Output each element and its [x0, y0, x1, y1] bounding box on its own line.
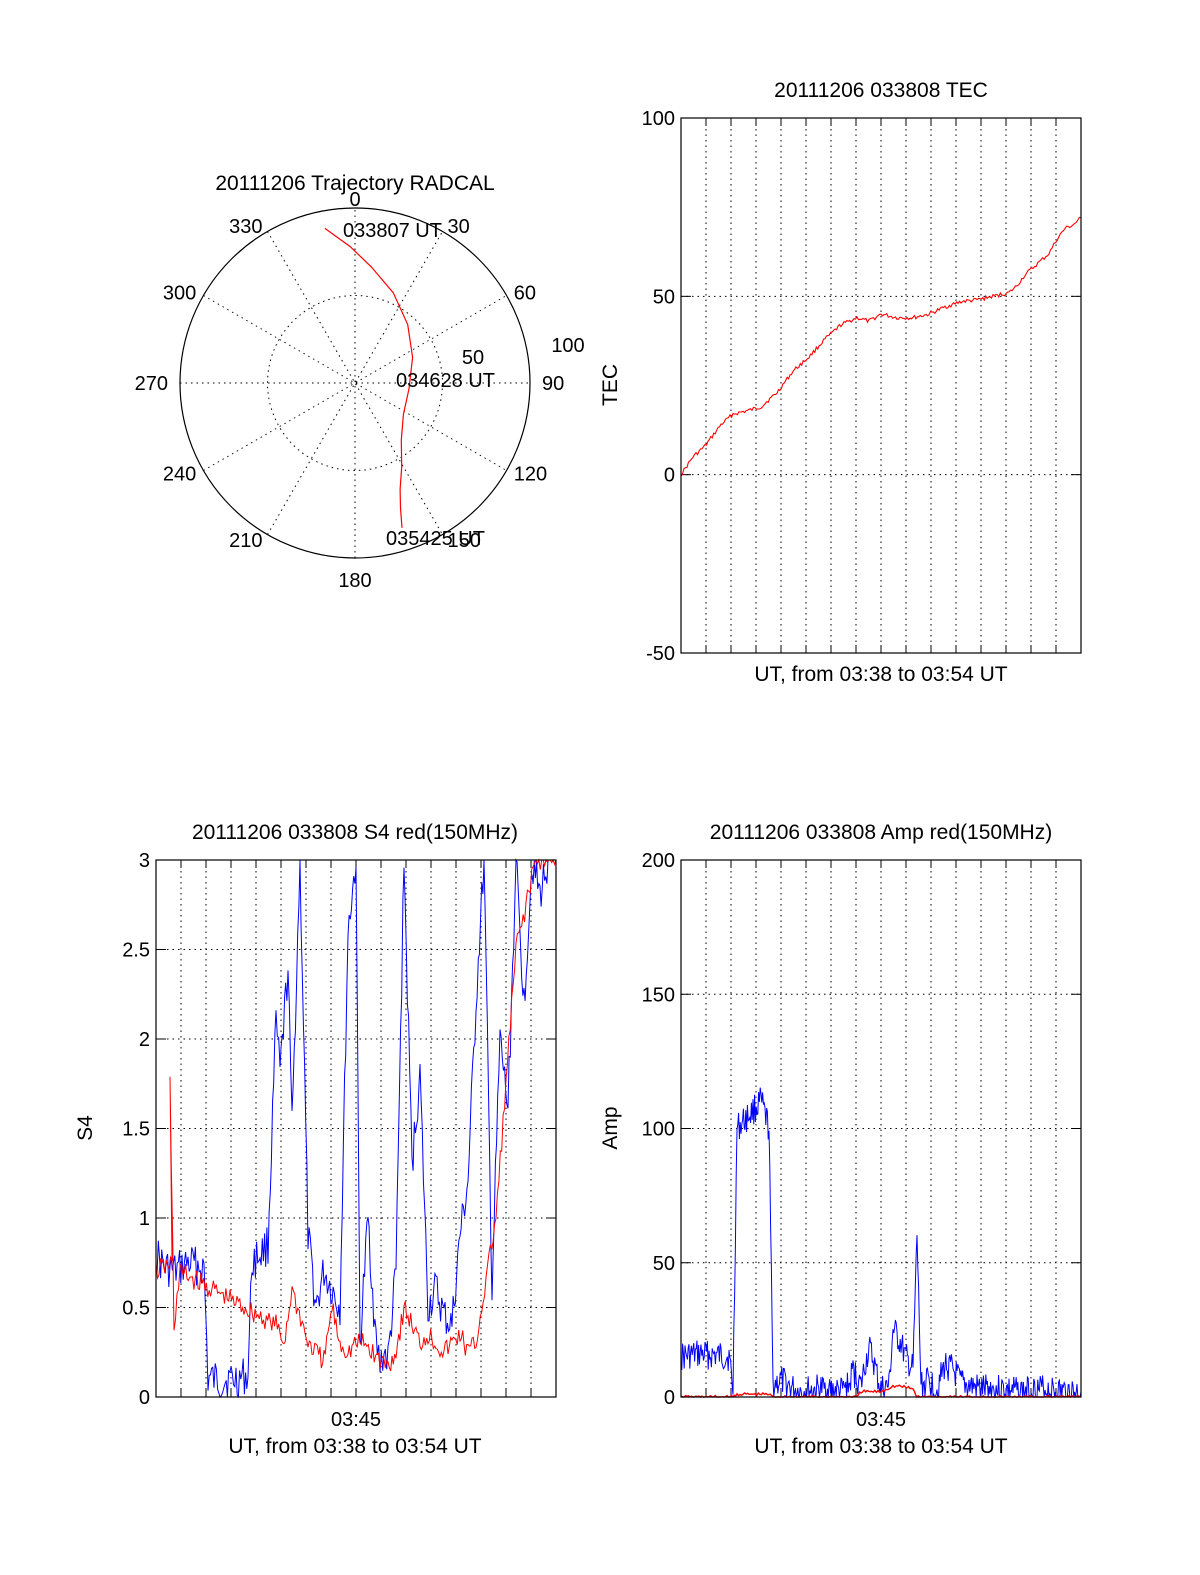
y-tick-label: 1 [139, 1208, 150, 1230]
trajectory-mid-label: 034628 UT [396, 370, 495, 392]
x-tick-label: 03:45 [856, 1409, 906, 1431]
polar-spoke-30 [267, 231, 443, 535]
y-tick-label: 3 [139, 850, 150, 872]
s4-plot-frame [155, 859, 557, 1398]
polar-angle-labels: 0 30 60 90 120 150 180 210 240 270 300 330 [135, 189, 565, 592]
trajectory-line [324, 227, 414, 528]
tec-vertical-grid [705, 118, 1057, 653]
y-tick-label: 0 [139, 1387, 150, 1409]
tec-title: 20111206 033808 TEC [774, 79, 988, 102]
s4-x-label: UT, from 03:38 to 03:54 UT [228, 1435, 481, 1458]
polar-angle-label-0: 0 [349, 189, 360, 211]
y-tick-label: 0 [664, 1387, 675, 1409]
amp-title: 20111206 033808 Amp red(150MHz) [710, 821, 1052, 844]
amp-y-axis: 0 50 100 150 200 [642, 850, 1081, 1409]
tec-x-label: UT, from 03:38 to 03:54 UT [754, 663, 1007, 686]
blue-series-line [155, 858, 556, 1399]
y-tick-label: 100 [642, 1119, 675, 1141]
polar-radial-label-50: 50 [462, 347, 484, 369]
amp-x-ticks: 03:45 [856, 1409, 906, 1431]
polar-angle-label-330: 330 [229, 216, 262, 238]
tec-y-label: TEC [599, 364, 622, 406]
s4-panel: 20111206 033808 S4 red(150MHz) 0 0.5 1 1.5 2… [74, 821, 557, 1458]
polar-spoke-60 [203, 295, 507, 471]
y-tick-label: -50 [646, 643, 675, 665]
y-tick-label: 2 [139, 1029, 150, 1051]
polar-angle-label-210: 210 [229, 530, 262, 552]
polar-trajectory-panel: 20111206 Trajectory RADCAL 0 30 60 90 120 150… [135, 172, 585, 592]
tec-panel: 20111206 033808 TEC -50 0 50 100 UT, from 0… [599, 79, 1082, 686]
polar-grid-circle-50 [267, 295, 443, 471]
polar-outer-circle [179, 207, 531, 559]
trajectory-start-label: 033807 UT [343, 220, 442, 242]
y-tick-label: 50 [653, 286, 675, 308]
tec-y-axis: -50 0 50 100 [642, 108, 1081, 665]
blue-series-line [680, 1087, 1082, 1399]
y-tick-label: 1.5 [122, 1119, 150, 1141]
y-tick-label: 100 [642, 108, 675, 130]
polar-angle-label-120: 120 [514, 464, 547, 486]
polar-title: 20111206 Trajectory RADCAL [215, 172, 494, 195]
amp-x-label: UT, from 03:38 to 03:54 UT [754, 1435, 1007, 1458]
polar-angle-label-180: 180 [338, 570, 371, 592]
s4-series [155, 858, 557, 1399]
polar-grid [180, 208, 530, 558]
s4-x-ticks: 03:45 [331, 1409, 381, 1431]
amp-panel: 20111206 033808 Amp red(150MHz) 0 50 100 15… [599, 821, 1082, 1458]
y-tick-label: 200 [642, 850, 675, 872]
polar-spoke-150 [267, 231, 443, 535]
polar-angle-label-150: 150 [448, 530, 481, 552]
s4-y-label: S4 [74, 1115, 97, 1141]
y-tick-label: 0 [664, 465, 675, 487]
polar-radial-label-100: 100 [551, 335, 584, 357]
polar-angle-label-240: 240 [163, 464, 196, 486]
red-series-line [680, 216, 1082, 477]
tec-plot-frame [680, 117, 1082, 654]
s4-title: 20111206 033808 S4 red(150MHz) [192, 821, 518, 844]
x-tick-label: 03:45 [331, 1409, 381, 1431]
polar-spoke-120 [203, 295, 507, 471]
red-series-line [155, 858, 557, 1372]
polar-angle-label-30: 30 [448, 216, 470, 238]
polar-angle-label-60: 60 [514, 283, 536, 305]
y-tick-label: 150 [642, 984, 675, 1006]
amp-vertical-grid [705, 860, 1057, 1397]
y-tick-label: 50 [653, 1253, 675, 1275]
polar-angle-label-300: 300 [163, 283, 196, 305]
s4-y-axis: 0 0.5 1 1.5 2 2.5 3 [122, 850, 556, 1409]
amp-y-label: Amp [599, 1106, 622, 1149]
amp-plot-frame [680, 859, 1082, 1398]
trajectory-end-label: 035425 UT [386, 528, 485, 550]
tec-series [680, 216, 1082, 477]
y-tick-label: 2.5 [122, 940, 150, 962]
polar-angle-label-90: 90 [542, 373, 564, 395]
y-tick-label: 0.5 [122, 1298, 150, 1320]
polar-angle-label-270: 270 [135, 373, 168, 395]
